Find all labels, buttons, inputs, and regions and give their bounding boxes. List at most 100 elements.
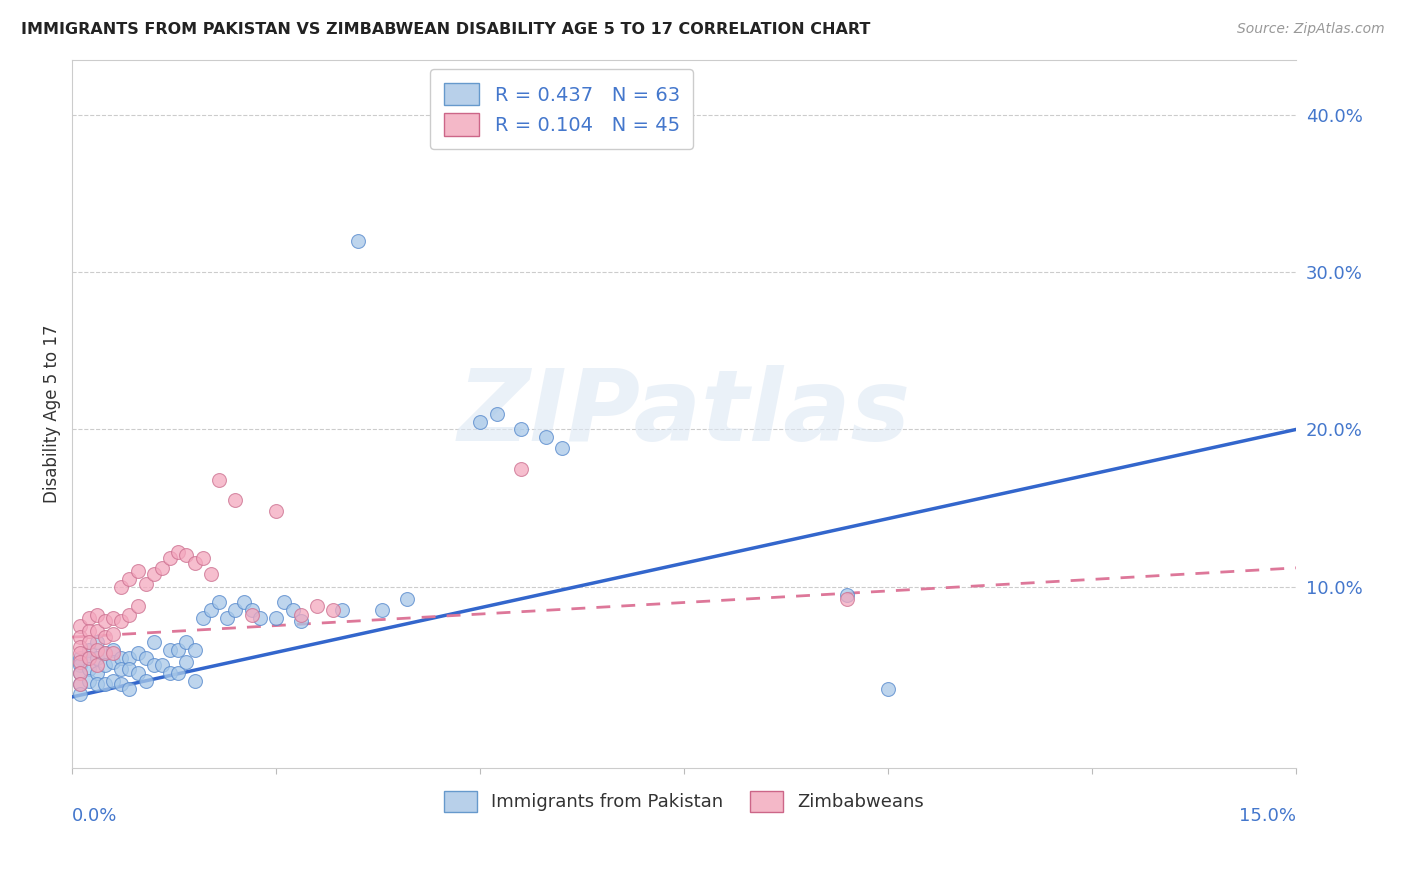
Point [305, 599, 328, 613]
Point [110, 650, 132, 665]
Point [69, 630, 91, 644]
Point [94, 646, 117, 660]
Point [159, 642, 181, 657]
Point [101, 611, 124, 625]
Point [69, 640, 91, 654]
Point [127, 599, 149, 613]
Point [200, 603, 222, 617]
Point [510, 422, 533, 436]
Legend: Immigrants from Pakistan, Zimbabweans: Immigrants from Pakistan, Zimbabweans [437, 783, 931, 819]
Point [142, 658, 165, 673]
Point [69, 677, 91, 691]
Point [86, 658, 108, 673]
Point [330, 603, 353, 617]
Point [183, 674, 205, 689]
Point [167, 642, 190, 657]
Point [94, 677, 117, 691]
Point [118, 662, 141, 676]
Point [101, 674, 124, 689]
Text: ZIPatlas: ZIPatlas [458, 365, 911, 462]
Point [86, 635, 108, 649]
Point [135, 576, 157, 591]
Point [183, 556, 205, 570]
Point [77, 624, 100, 638]
Point [142, 567, 165, 582]
Point [208, 595, 231, 609]
Point [176, 655, 198, 669]
Point [485, 407, 508, 421]
Point [837, 592, 859, 607]
Point [101, 642, 124, 657]
Point [281, 603, 304, 617]
Point [290, 608, 312, 623]
Point [264, 611, 287, 625]
Point [290, 615, 312, 629]
Point [240, 608, 263, 623]
Point [470, 415, 492, 429]
Point [69, 666, 91, 681]
Point [118, 608, 141, 623]
Point [273, 595, 295, 609]
Point [534, 430, 557, 444]
Point [232, 595, 254, 609]
Text: 15.0%: 15.0% [1239, 806, 1296, 824]
Point [94, 630, 117, 644]
Point [150, 561, 173, 575]
Point [371, 603, 394, 617]
Point [224, 493, 246, 508]
Point [264, 504, 287, 518]
Point [127, 646, 149, 660]
Point [86, 642, 108, 657]
Point [224, 603, 246, 617]
Point [77, 650, 100, 665]
Y-axis label: Disability Age 5 to 17: Disability Age 5 to 17 [44, 325, 60, 503]
Point [183, 642, 205, 657]
Point [127, 564, 149, 578]
Point [135, 674, 157, 689]
Point [77, 674, 100, 689]
Point [69, 687, 91, 701]
Point [510, 461, 533, 475]
Point [176, 635, 198, 649]
Point [877, 681, 900, 696]
Point [77, 635, 100, 649]
Point [176, 549, 198, 563]
Point [150, 658, 173, 673]
Point [167, 666, 190, 681]
Point [77, 650, 100, 665]
Point [69, 646, 91, 660]
Point [551, 442, 574, 456]
Point [127, 666, 149, 681]
Point [110, 662, 132, 676]
Point [77, 642, 100, 657]
Point [101, 646, 124, 660]
Point [240, 603, 263, 617]
Point [142, 635, 165, 649]
Point [77, 611, 100, 625]
Text: IMMIGRANTS FROM PAKISTAN VS ZIMBABWEAN DISABILITY AGE 5 TO 17 CORRELATION CHART: IMMIGRANTS FROM PAKISTAN VS ZIMBABWEAN D… [21, 22, 870, 37]
Point [94, 658, 117, 673]
Point [191, 611, 214, 625]
Point [208, 473, 231, 487]
Point [167, 545, 190, 559]
Point [135, 650, 157, 665]
Point [395, 592, 418, 607]
Point [77, 662, 100, 676]
Point [347, 234, 370, 248]
Point [101, 627, 124, 641]
Point [110, 580, 132, 594]
Point [69, 655, 91, 669]
Point [110, 677, 132, 691]
Point [249, 611, 271, 625]
Point [94, 615, 117, 629]
Point [159, 551, 181, 566]
Text: Source: ZipAtlas.com: Source: ZipAtlas.com [1237, 22, 1385, 37]
Point [86, 624, 108, 638]
Point [322, 603, 344, 617]
Point [69, 658, 91, 673]
Point [101, 655, 124, 669]
Point [69, 619, 91, 633]
Point [86, 608, 108, 623]
Point [217, 611, 239, 625]
Point [110, 615, 132, 629]
